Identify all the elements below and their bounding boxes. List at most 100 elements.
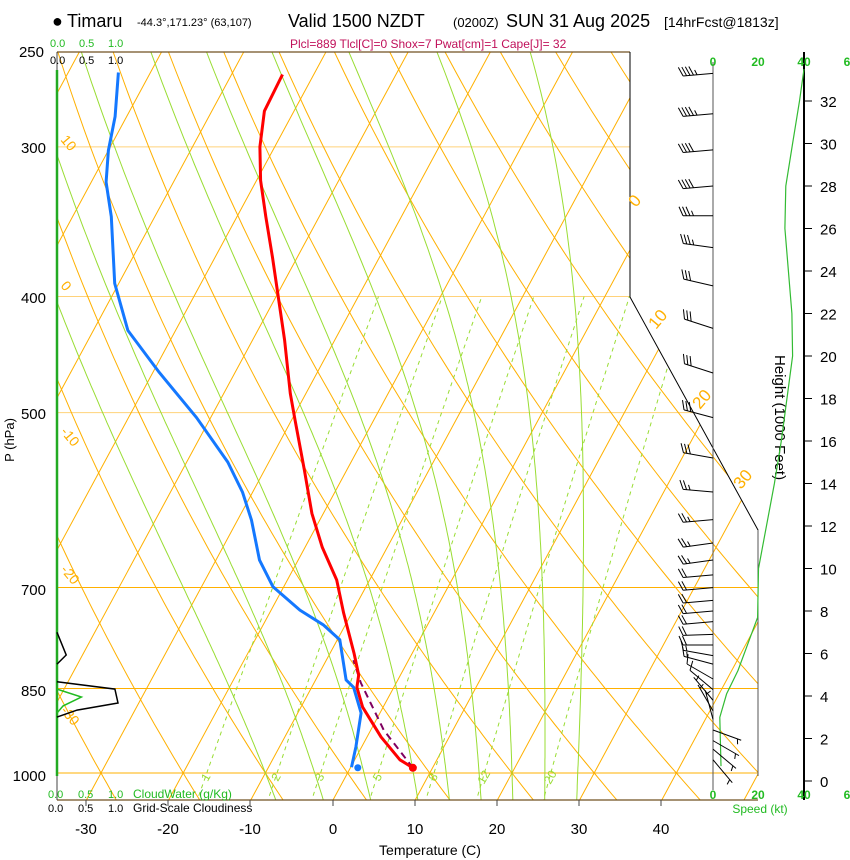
isotherm-label: 30 (730, 466, 757, 493)
wind-barb (681, 269, 714, 287)
station-name: Timaru (67, 11, 122, 31)
wind-barb-feather (682, 206, 687, 216)
wind-barb-feather (684, 143, 691, 153)
height-tick-label: 10 (820, 562, 837, 579)
wind-barb-feather (678, 626, 684, 636)
wind-barb-half-feather (686, 651, 688, 658)
wind-barb-feather (681, 179, 688, 189)
wind-barb (681, 400, 714, 419)
wind-barb-feather (681, 513, 688, 523)
wind-barb-feather (688, 142, 695, 152)
wind-barb-staff (683, 559, 714, 565)
wind-barb-half-feather (691, 210, 694, 216)
wind-barb-feather (684, 106, 691, 116)
isotherm-line (577, 52, 758, 800)
moist-adiabat-line (74, 52, 372, 800)
wind-barb-feather (677, 179, 684, 189)
height-tick-label: 2 (820, 732, 828, 749)
mixing-ratio-line (424, 296, 585, 800)
height-tick-label: 16 (820, 434, 837, 451)
temperature-tick-label: 40 (653, 821, 670, 838)
dry-adiabat-label: 10 (58, 132, 80, 154)
dry-adiabat-line (57, 52, 203, 800)
dry-adiabat-line (105, 52, 537, 800)
wind-barb-staff (683, 278, 714, 287)
pressure-tick-label: 850 (21, 683, 46, 700)
wind-barb (704, 690, 714, 720)
temperature-tick-label: 10 (407, 821, 424, 838)
station-coords: -44.3°,171.23° (63,107) (137, 17, 252, 29)
cloudiness-tick: 0.5 (79, 55, 94, 67)
wind-barb-feather (677, 107, 684, 117)
cloudwater-tick: 0.0 (48, 789, 63, 801)
wind-barb-feather (685, 206, 691, 216)
wind-barb-feather (686, 354, 689, 365)
mixing-ratio-line (542, 296, 690, 800)
wind-barb-feather (689, 311, 692, 322)
moist-adiabat-line (197, 52, 451, 800)
wind-barb-feather (681, 604, 688, 614)
wind-barb-feather (682, 309, 685, 320)
utc-time: (0200Z) (453, 15, 499, 30)
wind-barb-feather (681, 538, 688, 547)
wind-barb-staff (689, 669, 714, 691)
wind-barb-half-feather (734, 753, 737, 760)
cloudiness-tick: 0.5 (78, 803, 93, 815)
wind-barb-half-feather (705, 690, 711, 695)
height-tick-label: 18 (820, 392, 837, 409)
wind-barb (678, 206, 713, 217)
moist-adiabat-line (142, 52, 419, 800)
dry-adiabat-line (57, 52, 370, 800)
height-tick-label: 32 (820, 94, 837, 111)
cloudwater-tick: 1.0 (108, 789, 123, 801)
wind-barb (677, 568, 714, 578)
moist-adiabat-line (428, 52, 546, 800)
dry-adiabat-line (597, 52, 758, 800)
wind-barb-feather (688, 66, 695, 76)
pressure-tick-label: 300 (21, 140, 46, 157)
wind-barb-staff (683, 149, 714, 153)
chart-header: ● Timaru -44.3°,171.23° (63,107) Valid 1… (52, 11, 779, 51)
pressure-axis-title: P (hPa) (2, 418, 17, 462)
wind-barb-feather (677, 594, 684, 604)
moist-adiabat-line (57, 52, 278, 800)
dry-adiabat-line (57, 52, 453, 800)
wind-barb-feather (684, 179, 691, 189)
wind-barb-staff (712, 729, 742, 741)
wind-barb-feather (681, 593, 688, 603)
isotherm-label: 10 (645, 306, 672, 333)
wind-barb (693, 675, 714, 701)
cloudwater-label: CloudWater (g/Kg) (133, 787, 232, 801)
cloud-axis-top: 0.0 0.5 1.0 0.0 0.5 1.0 (50, 38, 123, 67)
speed-tick-label: 6 (844, 788, 850, 802)
wind-barb-half-feather (688, 484, 691, 491)
wind-barb-feather (688, 270, 692, 281)
wind-barb-staff (683, 655, 714, 665)
dry-adiabat-line (378, 52, 758, 800)
wind-barb-feather (681, 269, 685, 280)
sounding-curves (104, 72, 417, 772)
wind-barb-feather (681, 581, 688, 591)
wind-speed-profile (719, 69, 805, 767)
height-tick-label: 4 (820, 689, 828, 706)
temperature-tick-label: 0 (329, 821, 337, 838)
wind-barb (712, 740, 740, 760)
mixing-ratio-label: 3 (312, 770, 328, 783)
height-tick-label: 0 (820, 774, 828, 791)
wind-barb-feather (682, 635, 687, 646)
skew-t-grid (0, 31, 758, 803)
wind-barb-feather (683, 234, 688, 245)
cloudiness-profile (56, 680, 119, 718)
height-tick-label: 26 (820, 222, 837, 239)
wind-barb-feather (677, 615, 684, 625)
wind-barb-feather (681, 646, 685, 657)
wind-barb-feather (678, 206, 684, 216)
wind-barb-feather (680, 443, 684, 453)
wind-barb (697, 683, 714, 712)
wind-barb-staff (683, 409, 714, 419)
speed-tick-label: 40 (797, 55, 811, 69)
wind-barb-half-feather (726, 779, 731, 785)
isotherm-line (0, 31, 9, 803)
wind-barb (681, 646, 714, 665)
